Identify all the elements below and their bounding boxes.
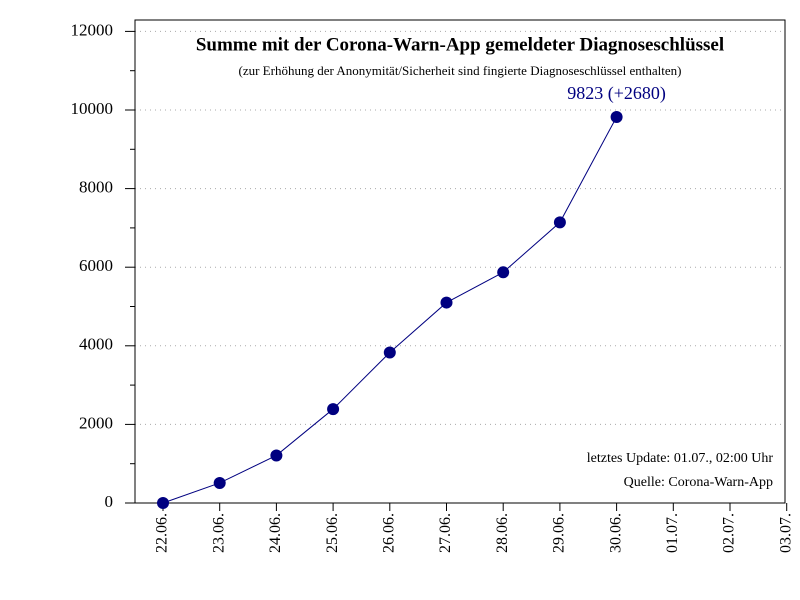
data-point [553, 216, 566, 229]
x-tick-label: 29.06. [551, 513, 568, 553]
data-point [157, 497, 169, 509]
annotation: letztes Update: 01.07., 02:00 Uhr [587, 451, 774, 466]
y-tick-label: 8000 [79, 178, 113, 197]
y-tick-label: 6000 [79, 256, 113, 275]
data-point [213, 476, 226, 489]
data-point [327, 403, 340, 416]
x-tick-label: 27.06. [437, 513, 454, 553]
y-tick-label: 0 [105, 492, 114, 511]
y-tick-label: 4000 [79, 335, 113, 354]
data-label: 9823 (+2680) [567, 83, 666, 104]
x-tick-label: 02.07. [721, 513, 738, 553]
chart-subtitle: (zur Erhöhung der Anonymität/Sicherheit … [239, 63, 682, 78]
annotation: Quelle: Corona-Warn-App [624, 475, 773, 490]
x-tick-label: 26.06. [380, 513, 397, 553]
y-tick-label: 12000 [71, 20, 114, 39]
x-tick-label: 01.07. [664, 513, 681, 553]
x-tick-label: 25.06. [324, 513, 341, 553]
data-point [440, 296, 453, 309]
x-tick-label: 24.06. [267, 513, 284, 553]
x-tick-label: 23.06. [210, 513, 227, 553]
y-tick-label: 10000 [71, 99, 114, 118]
plot-frame [134, 19, 786, 504]
data-point [270, 449, 283, 462]
x-tick-label: 30.06. [607, 513, 624, 553]
y-tick-label: 2000 [79, 413, 113, 432]
data-point [610, 110, 623, 123]
x-tick-label: 22.06. [154, 513, 171, 553]
series-line [162, 116, 618, 504]
chart-title: Summe mit der Corona-Warn-App gemeldeter… [196, 34, 724, 55]
data-point [497, 266, 510, 279]
x-tick-label: 03.07. [777, 513, 794, 553]
data-point [383, 346, 396, 359]
x-tick-label: 28.06. [494, 513, 511, 553]
